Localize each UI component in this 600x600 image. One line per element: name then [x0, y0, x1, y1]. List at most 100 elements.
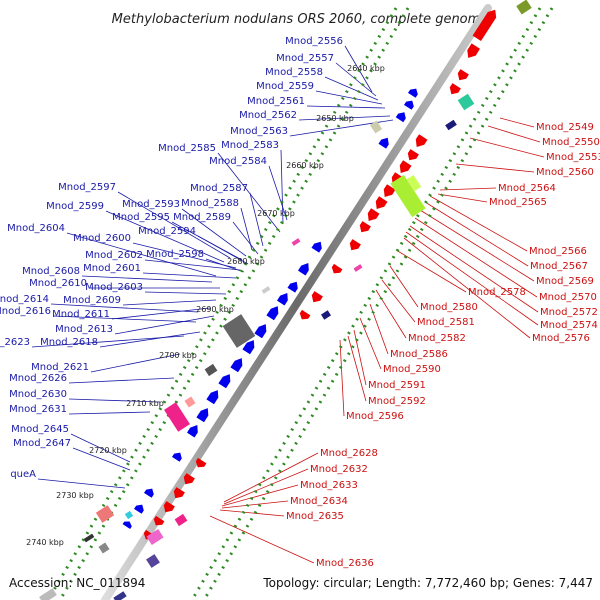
- gene-block: [261, 286, 271, 294]
- scale-label: 2640 kbp: [347, 64, 385, 73]
- scale-label: 2700 kbp: [159, 351, 197, 360]
- gene-label-mnod-2583: Mnod_2583: [221, 140, 279, 151]
- red-gene-arrow: [472, 9, 497, 41]
- red-leader-line: [403, 237, 531, 339]
- blue-leader-line: [240, 207, 253, 251]
- gene-label-mnod-2633: Mnod_2633: [300, 480, 358, 491]
- gene-label-mnod-2582: Mnod_2582: [408, 333, 466, 344]
- gene-label-mnod-2590: Mnod_2590: [383, 364, 441, 375]
- gene-label-mnod-2632: Mnod_2632: [310, 464, 368, 475]
- gene-label-mnod-2581: Mnod_2581: [417, 317, 475, 328]
- gene-label-mnod-2610: Mnod_2610: [29, 278, 87, 289]
- red-leader-line: [455, 163, 535, 173]
- blue-leader-line: [335, 62, 377, 97]
- accession-label: Accession: NC_011894: [9, 576, 145, 590]
- red-leader-line: [395, 249, 467, 293]
- red-gene-arrow: [173, 487, 185, 499]
- gene-label-mnod-2601: Mnod_2601: [83, 263, 141, 274]
- gene-label-mnod-2647: Mnod_2647: [13, 438, 71, 449]
- red-leader-line: [414, 217, 538, 298]
- blue-gene-arrow: [122, 521, 132, 529]
- scale-label: 2650 kbp: [316, 114, 354, 123]
- red-gene-arrow: [383, 184, 396, 197]
- blue-leader-line: [306, 105, 386, 109]
- gene-block: [174, 513, 188, 527]
- blue-leader-line: [144, 291, 227, 295]
- red-gene-arrow: [163, 501, 175, 513]
- gene-label-mnod-2631: Mnod_2631: [9, 404, 67, 415]
- gene-label-mnod-2614: Mnod_2614: [0, 294, 49, 305]
- scale-label: 2670 kbp: [257, 209, 295, 218]
- red-leader-line: [409, 225, 539, 313]
- blue-gene-arrow: [187, 425, 198, 438]
- gene-label-mnod-2589: Mnod_2589: [173, 212, 231, 223]
- blue-leader-line: [122, 299, 217, 306]
- scale-label: 2680 kbp: [227, 257, 265, 266]
- blue-leader-line: [197, 235, 249, 265]
- gene-label-mnod-2635: Mnod_2635: [286, 511, 344, 522]
- blue-leader-line: [268, 165, 288, 221]
- blue-gene-arrow: [242, 340, 255, 355]
- gene-label-mnod-2636: Mnod_2636: [316, 558, 374, 569]
- gene-block: [353, 264, 363, 272]
- leader-lines: [31, 45, 545, 564]
- scale-label: 2690 kbp: [196, 305, 234, 314]
- red-leader-line: [353, 329, 367, 386]
- blue-gene-arrow: [378, 137, 389, 149]
- red-gene-labels: Mnod_2549 Mnod_2550 Mnod_2553 Mnod_2560 Mnod…: [286, 122, 600, 569]
- blue-leader-line: [68, 398, 161, 403]
- red-gene-arrow: [195, 457, 207, 468]
- blue-leader-line: [232, 221, 259, 255]
- gene-block: [164, 402, 190, 432]
- gene-label-mnod-2556: Mnod_2556: [285, 36, 343, 47]
- gene-label-mnod-2592: Mnod_2592: [368, 396, 426, 407]
- gene-block: [124, 510, 134, 520]
- red-gene-arrow: [407, 149, 419, 161]
- gene-label-mnod-2628: Mnod_2628: [320, 448, 378, 459]
- red-gene-arrow: [299, 309, 311, 320]
- blue-leader-line: [68, 377, 175, 384]
- red-gene-arrow: [449, 83, 461, 95]
- blue-leader-line: [105, 210, 225, 263]
- gene-label-mnod-2623: Mnod_2623: [0, 337, 30, 348]
- gene-label-mnod-2621: Mnod_2621: [31, 362, 89, 373]
- gene-label-mnod-2599: Mnod_2599: [46, 201, 104, 212]
- blue-leader-line: [50, 303, 199, 313]
- red-gene-arrow: [399, 160, 412, 173]
- gene-label-mnod-2559: Mnod_2559: [256, 81, 314, 92]
- gene-label-mnod-2630: Mnod_2630: [9, 389, 67, 400]
- red-leader-line: [339, 339, 345, 417]
- gene-label-mnod-2611: Mnod_2611: [52, 309, 110, 320]
- red-gene-arrow: [467, 43, 480, 58]
- gene-block: [406, 174, 422, 192]
- red-leader-line: [469, 137, 545, 158]
- gene-label-mnod-2565: Mnod_2565: [489, 197, 547, 208]
- scale-label: 2720 kbp: [89, 446, 127, 455]
- red-gene-arrow: [359, 221, 371, 233]
- gene-label-mnod-2593: Mnod_2593: [122, 199, 180, 210]
- map-title: Methylobacterium nodulans ORS 2060, comp…: [112, 12, 489, 27]
- gene-label-mnod-2626: Mnod_2626: [9, 373, 67, 384]
- gene-label-mnod-2618: Mnod_2618: [40, 337, 98, 348]
- gene-block: [291, 238, 301, 246]
- gene-label-mnod-2602: Mnod_2602: [85, 250, 143, 261]
- scale-label: 2710 kbp: [126, 399, 164, 408]
- gene-label-mnod-2574: Mnod_2574: [540, 320, 598, 331]
- red-leader-line: [419, 209, 535, 282]
- red-gene-arrow: [183, 473, 195, 485]
- gene-label-mnod-2561: Mnod_2561: [247, 96, 305, 107]
- blue-gene-arrow: [395, 112, 406, 123]
- scale-label: 2660 kbp: [286, 161, 324, 170]
- blue-leader-line: [72, 447, 131, 471]
- gene-block: [204, 363, 218, 377]
- blue-leader-line: [217, 152, 281, 233]
- gene-label-mnod-2604: Mnod_2604: [7, 223, 65, 234]
- gene-label-mnod-2584: Mnod_2584: [209, 156, 267, 167]
- blue-leader-line: [90, 353, 181, 373]
- gene-block: [146, 554, 160, 568]
- red-gene-arrow: [375, 196, 388, 209]
- topology-label: Topology: circular; Length: 7,772,460 bp…: [262, 576, 593, 590]
- blue-leader-line: [66, 232, 217, 277]
- blue-leader-line: [37, 478, 126, 489]
- gene-label-mnod-2564: Mnod_2564: [498, 183, 556, 194]
